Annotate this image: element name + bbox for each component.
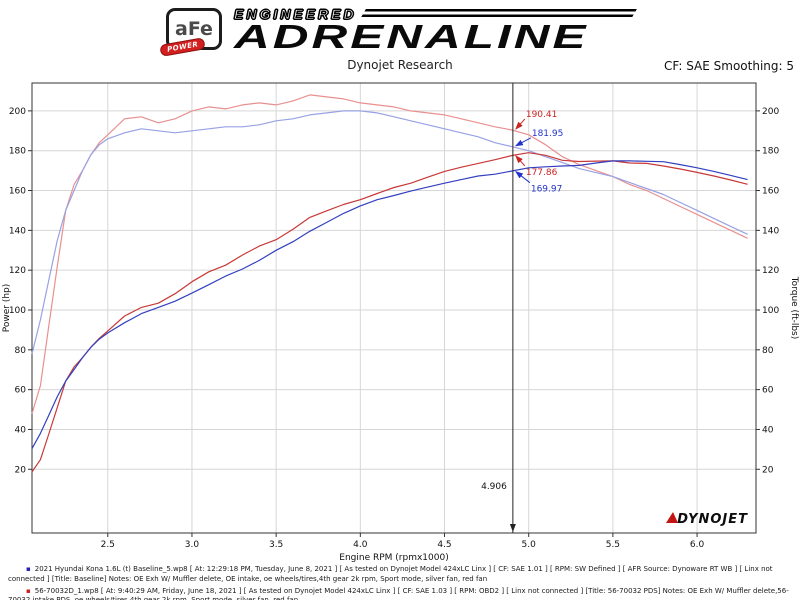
legend-bullet-red-icon: ▪ bbox=[26, 586, 31, 595]
x-axis-title: Engine RPM (rpmx1000) bbox=[339, 553, 448, 563]
curve-power-baseline bbox=[31, 160, 748, 449]
dyno-chart: 2.5 3.0 3.5 4.0 4.5 5.0 5.5 6.0 20 20 40 40 60 60 80 80… bbox=[2, 82, 799, 563]
curve-power-56-70032-intake bbox=[31, 152, 748, 473]
cursor-rpm-value: 4.906 bbox=[481, 482, 507, 492]
right-axis-title: Torque (ft-lbs) bbox=[789, 276, 799, 340]
torque-tick-label: 40 bbox=[762, 425, 774, 435]
chart-subheader: Dynojet Research CF: SAE Smoothing: 5 bbox=[0, 58, 800, 75]
legend-bullet-blue-icon: ▪ bbox=[26, 565, 31, 573]
cursor-callout-arrow-icon bbox=[515, 171, 531, 184]
x-tick-label: 4.0 bbox=[353, 540, 368, 550]
cursor-series-value: 169.97 bbox=[531, 185, 563, 195]
torque-tick-label: 80 bbox=[762, 346, 774, 356]
power-tick-label: 180 bbox=[9, 147, 26, 157]
power-tick-label: 140 bbox=[9, 226, 26, 236]
curve-torque-56-70032-intake bbox=[31, 94, 748, 414]
adrenaline-text: ADRENALINE bbox=[234, 18, 589, 55]
x-tick-label: 2.5 bbox=[101, 540, 115, 550]
cf-smoothing-label: CF: SAE Smoothing: 5 bbox=[663, 59, 794, 73]
afe-power-logo: aFe POWER bbox=[159, 8, 222, 57]
dynojet-research-title: Dynojet Research bbox=[347, 58, 453, 72]
x-tick-label: 4.5 bbox=[437, 540, 451, 550]
cursor-arrow-down-icon bbox=[509, 524, 516, 532]
torque-tick-label: 200 bbox=[762, 107, 779, 117]
afe-logo-text: aFe bbox=[175, 18, 213, 40]
legend-text-baseline: 2021 Hyundai Kona 1.6L (t) Baseline_5.wp… bbox=[8, 565, 773, 583]
torque-tick-label: 60 bbox=[762, 386, 774, 396]
torque-tick-label: 140 bbox=[762, 226, 779, 236]
left-axis-title: Power (hp) bbox=[2, 284, 12, 333]
x-tick-label: 5.5 bbox=[606, 540, 620, 550]
power-tick-label: 80 bbox=[15, 346, 27, 356]
legend-entry-baseline: ▪ 2021 Hyundai Kona 1.6L (t) Baseline_5.w… bbox=[8, 565, 792, 585]
afe-power-ribbon: POWER bbox=[159, 37, 207, 57]
legend-text-intake: 56-70032D_1.wp8 [ At: 9:40:29 AM, Friday… bbox=[8, 586, 789, 600]
power-tick-label: 20 bbox=[15, 465, 27, 475]
x-tick-label: 3.5 bbox=[269, 540, 283, 550]
x-tick-label: 3.0 bbox=[185, 540, 200, 550]
plot-frame bbox=[31, 82, 757, 534]
cursor-callout-arrow-icon bbox=[515, 155, 526, 167]
cursor-callout-arrow-icon bbox=[515, 118, 526, 130]
wordmark-top-row: ENGINEERED bbox=[233, 5, 637, 22]
curve-torque-baseline bbox=[31, 110, 748, 354]
power-tick-label: 200 bbox=[9, 107, 26, 117]
dynojet-watermark: DYNOJET bbox=[677, 512, 748, 527]
cursor-series-value: 181.95 bbox=[532, 129, 564, 139]
engineered-text: ENGINEERED bbox=[233, 5, 357, 22]
torque-tick-label: 120 bbox=[762, 266, 779, 276]
cursor-callout-arrow-icon bbox=[514, 137, 532, 147]
brand-header: aFe POWER ENGINEERED ADRENALINE bbox=[0, 0, 800, 57]
dynojet-logo-accent-icon bbox=[666, 512, 678, 523]
cursor-series-value: 177.86 bbox=[526, 168, 558, 178]
power-tick-label: 40 bbox=[15, 425, 27, 435]
legend-entry-intake: ▪ 56-70032D_1.wp8 [ At: 9:40:29 AM, Frida… bbox=[8, 587, 792, 600]
engineered-adrenaline-wordmark: ENGINEERED ADRENALINE bbox=[233, 5, 637, 53]
torque-tick-label: 20 bbox=[762, 465, 774, 475]
power-tick-label: 160 bbox=[9, 187, 26, 197]
torque-tick-label: 100 bbox=[762, 306, 779, 316]
power-tick-label: 120 bbox=[9, 266, 26, 276]
power-tick-label: 60 bbox=[15, 386, 27, 396]
power-tick-label: 100 bbox=[9, 306, 26, 316]
x-tick-label: 6.0 bbox=[690, 540, 705, 550]
cursor-series-value: 190.41 bbox=[526, 110, 558, 120]
torque-tick-label: 180 bbox=[762, 147, 779, 157]
torque-tick-label: 160 bbox=[762, 187, 779, 197]
run-legend: ▪ 2021 Hyundai Kona 1.6L (t) Baseline_5.w… bbox=[0, 563, 800, 600]
x-tick-label: 5.0 bbox=[522, 540, 537, 550]
speed-stripes-icon bbox=[359, 8, 637, 19]
